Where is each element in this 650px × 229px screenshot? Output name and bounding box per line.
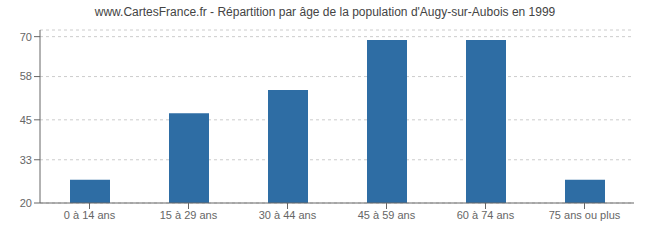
svg-text:70: 70 — [20, 31, 32, 43]
svg-text:30 à 44 ans: 30 à 44 ans — [259, 209, 317, 221]
svg-text:45: 45 — [20, 114, 32, 126]
svg-text:33: 33 — [20, 154, 32, 166]
svg-text:75 ans ou plus: 75 ans ou plus — [549, 209, 621, 221]
svg-text:0 à 14 ans: 0 à 14 ans — [64, 209, 116, 221]
svg-text:15 à 29 ans: 15 à 29 ans — [160, 209, 218, 221]
svg-text:20: 20 — [20, 197, 32, 209]
svg-text:45 à 59 ans: 45 à 59 ans — [358, 209, 416, 221]
svg-text:60 à 74 ans: 60 à 74 ans — [457, 209, 515, 221]
html-text:www.CartesFrance.fr - Répartit: www.CartesFrance.fr - Répartition par âg… — [94, 5, 556, 19]
svg-text:58: 58 — [20, 70, 32, 82]
